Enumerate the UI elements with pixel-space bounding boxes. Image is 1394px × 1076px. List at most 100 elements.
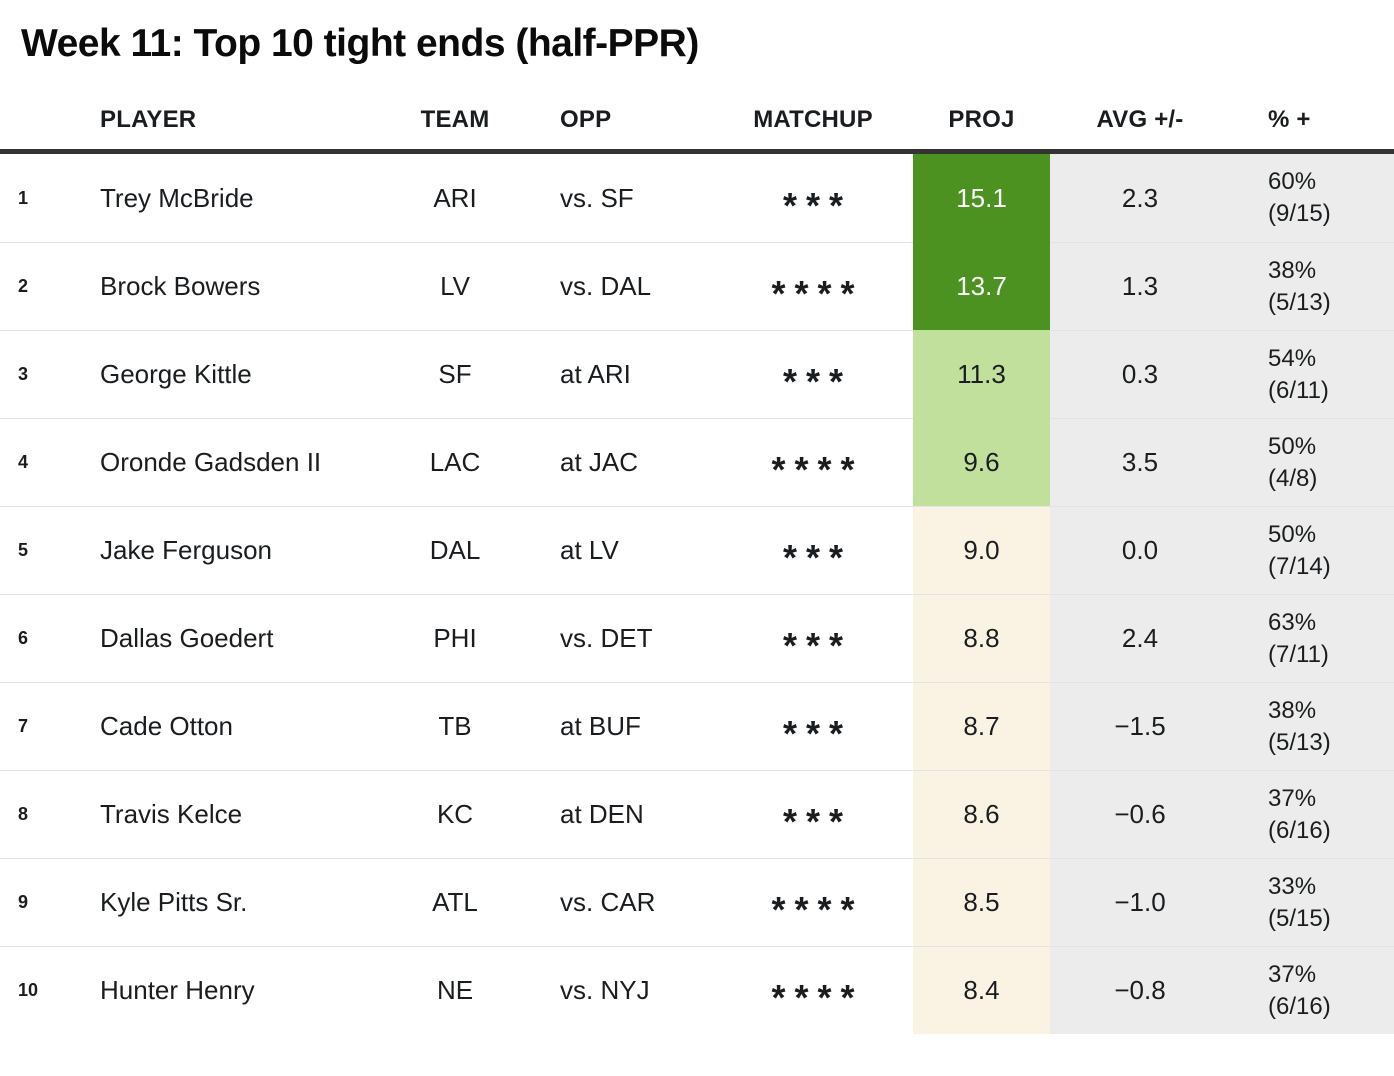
pct-cell: 38% (5/13) (1230, 682, 1394, 770)
rank-cell: 10 (0, 946, 100, 1034)
rank-cell: 5 (0, 506, 100, 594)
table-row: 3 George Kittle SF at ARI *** 11.3 0.3 5… (0, 330, 1394, 418)
opponent-cell: vs. DAL (510, 242, 713, 330)
column-header-matchup: MATCHUP (713, 90, 913, 154)
opponent-cell: vs. CAR (510, 858, 713, 946)
avg-cell: 2.4 (1050, 594, 1230, 682)
team-cell: NE (400, 946, 510, 1034)
matchup-cell: **** (713, 858, 913, 946)
matchup-cell: *** (713, 770, 913, 858)
pct-value: 50% (1268, 520, 1317, 548)
table-row: 1 Trey McBride ARI vs. SF *** 15.1 2.3 6… (0, 154, 1394, 242)
table-row: 5 Jake Ferguson DAL at LV *** 9.0 0.0 50… (0, 506, 1394, 594)
pct-cell: 33% (5/15) (1230, 858, 1394, 946)
pct-detail: (4/8) (1268, 464, 1318, 492)
matchup-cell: **** (713, 418, 913, 506)
opponent-cell: at ARI (510, 330, 713, 418)
avg-cell: −1.0 (1050, 858, 1230, 946)
matchup-cell: *** (713, 594, 913, 682)
avg-cell: 0.3 (1050, 330, 1230, 418)
team-cell: LAC (400, 418, 510, 506)
pct-value: 38% (1268, 256, 1317, 284)
team-cell: TB (400, 682, 510, 770)
page-title: Week 11: Top 10 tight ends (half-PPR) (21, 22, 699, 65)
proj-cell: 9.6 (913, 418, 1050, 506)
table-row: 4 Oronde Gadsden II LAC at JAC **** 9.6 … (0, 418, 1394, 506)
team-cell: LV (400, 242, 510, 330)
column-header-pct: % + (1230, 90, 1394, 154)
table-row: 6 Dallas Goedert PHI vs. DET *** 8.8 2.4… (0, 594, 1394, 682)
player-name: Dallas Goedert (100, 594, 400, 682)
proj-cell: 9.0 (913, 506, 1050, 594)
pct-value: 63% (1268, 608, 1317, 636)
avg-cell: −0.6 (1050, 770, 1230, 858)
avg-cell: 1.3 (1050, 242, 1230, 330)
player-name: Trey McBride (100, 182, 254, 213)
pct-detail: (6/11) (1268, 376, 1329, 404)
matchup-cell: *** (713, 682, 913, 770)
column-header-player: PLAYER (100, 90, 400, 154)
projections-table: PLAYER TEAM OPP MATCHUP PROJ AVG +/- % +… (0, 90, 1394, 1034)
rank-cell: 1 (18, 187, 29, 208)
player-name: Travis Kelce (100, 770, 400, 858)
player-name: Kyle Pitts Sr. (100, 858, 400, 946)
proj-cell: 8.5 (913, 858, 1050, 946)
pct-value: 54% (1268, 344, 1317, 372)
proj-cell: 11.3 (913, 330, 1050, 418)
opponent-cell: at DEN (510, 770, 713, 858)
matchup-cell: **** (713, 242, 913, 330)
table-row: 8 Travis Kelce KC at DEN *** 8.6 −0.6 37… (0, 770, 1394, 858)
matchup-cell: **** (713, 946, 913, 1034)
opponent-cell: vs. NYJ (510, 946, 713, 1034)
pct-cell: 60% (9/15) (1230, 154, 1394, 242)
column-header-opp: OPP (510, 90, 713, 154)
table-row: 7 Cade Otton TB at BUF *** 8.7 −1.5 38% … (0, 682, 1394, 770)
team-cell: SF (400, 330, 510, 418)
rank-cell: 4 (0, 418, 100, 506)
proj-cell: 13.7 (913, 242, 1050, 330)
team-cell: KC (400, 770, 510, 858)
pct-value: 33% (1268, 872, 1317, 900)
pct-cell: 37% (6/16) (1230, 946, 1394, 1034)
table-row: 9 Kyle Pitts Sr. ATL vs. CAR **** 8.5 −1… (0, 858, 1394, 946)
pct-detail: (7/11) (1268, 640, 1329, 668)
opponent-cell: at JAC (510, 418, 713, 506)
team-cell: PHI (400, 594, 510, 682)
opponent-cell: at LV (510, 506, 713, 594)
proj-cell: 8.6 (913, 770, 1050, 858)
team-cell: ARI (433, 182, 477, 213)
table-row: 2 Brock Bowers LV vs. DAL **** 13.7 1.3 … (0, 242, 1394, 330)
proj-cell: 8.8 (913, 594, 1050, 682)
pct-cell: 38% (5/13) (1230, 242, 1394, 330)
rank-cell: 2 (0, 242, 100, 330)
pct-detail: (5/15) (1268, 904, 1331, 932)
column-header-rank (0, 90, 100, 154)
avg-cell: 2.3 (1050, 154, 1230, 242)
avg-cell: −1.5 (1050, 682, 1230, 770)
column-header-team: TEAM (400, 90, 510, 154)
pct-detail: (6/16) (1268, 992, 1331, 1020)
pct-detail: (5/13) (1268, 288, 1331, 316)
pct-cell: 54% (6/11) (1230, 330, 1394, 418)
matchup-cell: *** (713, 506, 913, 594)
proj-cell: 8.4 (913, 946, 1050, 1034)
rank-cell: 8 (0, 770, 100, 858)
opponent-cell: at BUF (510, 682, 713, 770)
rank-cell: 9 (0, 858, 100, 946)
pct-value: 38% (1268, 696, 1317, 724)
pct-detail: (6/16) (1268, 816, 1331, 844)
pct-detail: (9/15) (1268, 200, 1331, 227)
player-name: Hunter Henry (100, 946, 400, 1034)
player-name: Brock Bowers (100, 242, 400, 330)
pct-value: 37% (1268, 960, 1317, 988)
player-name: Oronde Gadsden II (100, 418, 400, 506)
table-body: 1 Trey McBride ARI vs. SF *** 15.1 2.3 6… (0, 154, 1394, 1034)
player-name: Cade Otton (100, 682, 400, 770)
player-name: George Kittle (100, 330, 400, 418)
pct-detail: (5/13) (1268, 728, 1331, 756)
team-cell: DAL (400, 506, 510, 594)
pct-detail: (7/14) (1268, 552, 1331, 580)
rank-cell: 7 (0, 682, 100, 770)
pct-cell: 37% (6/16) (1230, 770, 1394, 858)
column-header-avg: AVG +/- (1050, 90, 1230, 154)
